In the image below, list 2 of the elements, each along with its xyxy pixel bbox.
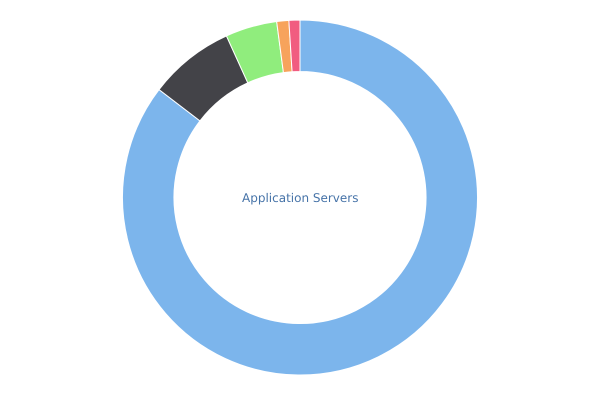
text: Application Servers — [242, 191, 358, 205]
donut-slice — [122, 20, 478, 376]
